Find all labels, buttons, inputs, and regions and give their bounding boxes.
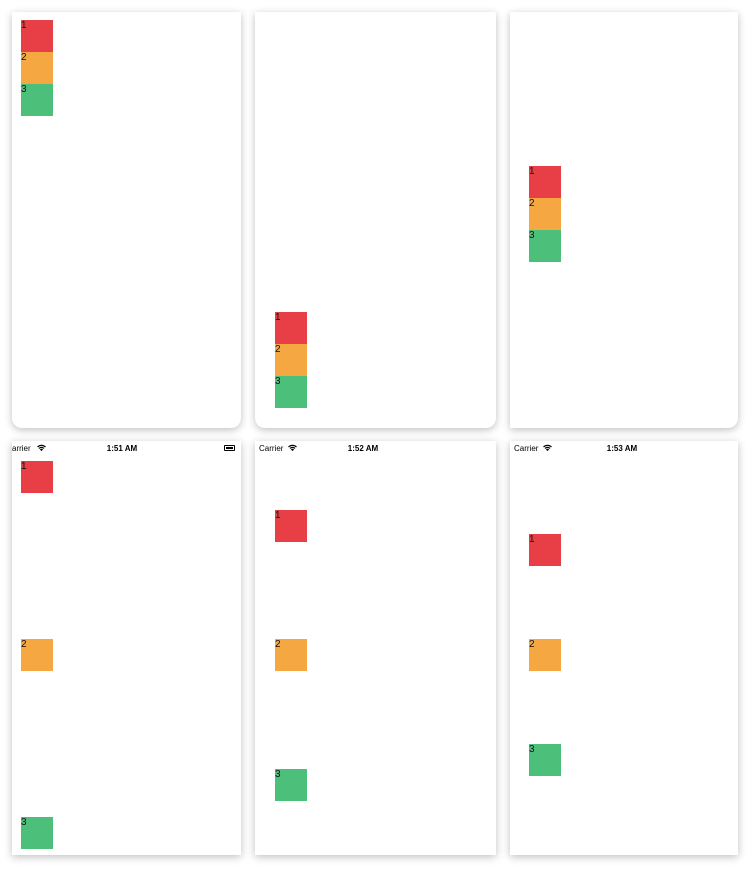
- box-1: 1: [529, 534, 561, 566]
- box-label: 3: [529, 230, 535, 241]
- box-label: 3: [529, 744, 535, 755]
- box-2: 2: [275, 344, 307, 376]
- carrier-label: arrier: [12, 444, 31, 453]
- status-time: 1:52 AM: [347, 444, 379, 453]
- box-3: 3: [275, 769, 307, 801]
- screen-2: 1 2 3: [255, 12, 496, 428]
- box-1: 1: [21, 461, 53, 493]
- box-label: 1: [529, 166, 535, 177]
- box-1: 1: [529, 166, 561, 198]
- status-time: 1:53 AM: [606, 444, 638, 453]
- carrier-label: Carrier: [514, 444, 539, 453]
- box-2: 2: [275, 639, 307, 671]
- box-label: 3: [21, 817, 27, 828]
- screen-3: 1 2 3: [510, 12, 738, 428]
- box-label: 2: [21, 52, 27, 63]
- box-label: 3: [21, 84, 27, 95]
- box-label: 3: [275, 769, 281, 780]
- screen-1: 1 2 3: [12, 12, 241, 428]
- status-bar: Carrier 1:52 AM: [255, 441, 496, 455]
- box-3: 3: [21, 84, 53, 116]
- box-label: 3: [275, 376, 281, 387]
- screen-4: arrier 1:51 AM 1 2 3: [12, 441, 241, 855]
- box-label: 1: [21, 461, 27, 472]
- screen-6: Carrier 1:53 AM 1 2 3: [510, 441, 738, 855]
- box-label: 1: [275, 312, 281, 323]
- box-3: 3: [21, 817, 53, 849]
- status-time: 1:51 AM: [106, 444, 138, 453]
- box-3: 3: [529, 230, 561, 262]
- box-label: 2: [275, 344, 281, 355]
- box-1: 1: [275, 510, 307, 542]
- battery-icon: [224, 445, 235, 451]
- carrier-label: Carrier: [259, 444, 284, 453]
- status-bar: Carrier 1:53 AM: [510, 441, 738, 455]
- wifi-icon: [288, 444, 297, 452]
- box-label: 1: [529, 534, 535, 545]
- box-label: 1: [21, 20, 27, 31]
- screen-5: Carrier 1:52 AM 1 2 3: [255, 441, 496, 855]
- box-2: 2: [21, 52, 53, 84]
- status-bar: arrier 1:51 AM: [12, 441, 241, 455]
- box-2: 2: [21, 639, 53, 671]
- box-1: 1: [275, 312, 307, 344]
- box-3: 3: [529, 744, 561, 776]
- box-2: 2: [529, 198, 561, 230]
- box-3: 3: [275, 376, 307, 408]
- box-label: 1: [275, 510, 281, 521]
- box-label: 2: [275, 639, 281, 650]
- box-label: 2: [529, 198, 535, 209]
- box-1: 1: [21, 20, 53, 52]
- box-label: 2: [529, 639, 535, 650]
- wifi-icon: [543, 444, 552, 452]
- box-2: 2: [529, 639, 561, 671]
- wifi-icon: [37, 444, 46, 452]
- box-label: 2: [21, 639, 27, 650]
